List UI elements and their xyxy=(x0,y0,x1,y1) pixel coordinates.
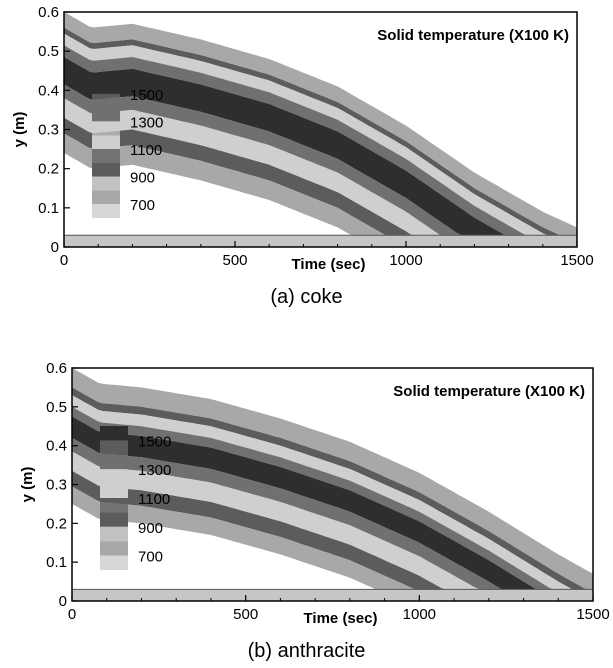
x-tick-label: 0 xyxy=(60,252,68,269)
y-tick-label: 0.1 xyxy=(38,200,59,217)
y-tick-label: 0.6 xyxy=(46,360,67,377)
temperature-band-700-0 xyxy=(72,368,593,590)
legend-swatch-1100 xyxy=(100,483,128,498)
y-tick-label: 0.5 xyxy=(46,399,67,416)
y-axis-title: y (m) xyxy=(11,112,28,148)
x-tick-label: 500 xyxy=(222,252,247,269)
temperature-band-1300-5 xyxy=(72,437,593,590)
legend-label-1300: 1300 xyxy=(138,462,171,479)
legend-swatch-mid xyxy=(92,204,120,218)
chart-title: Solid temperature (X100 K) xyxy=(393,383,585,400)
legend: 1500 1300 1100 900 700 xyxy=(92,80,163,218)
contour-area xyxy=(72,368,593,601)
y-axis-title: y (m) xyxy=(19,467,36,503)
y-tick-label: 0.1 xyxy=(46,554,67,571)
legend-swatch-900 xyxy=(100,512,128,527)
temperature-band-1300-3 xyxy=(72,406,593,590)
bottom-layer xyxy=(72,589,593,601)
legend-swatch-mid xyxy=(100,440,128,455)
x-tick-label: 1500 xyxy=(576,606,609,623)
x-tick-label: 0 xyxy=(68,606,76,623)
chart-title: Solid temperature (X100 K) xyxy=(377,27,569,44)
legend-swatch-700 xyxy=(100,541,128,556)
legend-label-1300: 1300 xyxy=(130,114,163,131)
legend-swatch-mid xyxy=(100,526,128,542)
temperature-band-1100-6 xyxy=(72,451,593,590)
temperature-band-1100-2 xyxy=(64,33,577,236)
x-tick-label: 500 xyxy=(233,606,258,623)
bottom-layer xyxy=(64,235,577,247)
legend-swatch-mid xyxy=(100,498,128,513)
contour-area xyxy=(64,12,577,247)
y-tick-label: 0 xyxy=(59,593,67,610)
legend-swatch-1500 xyxy=(100,426,128,441)
caption-anthracite: (b) anthracite xyxy=(247,640,366,662)
legend-label-700: 700 xyxy=(138,549,163,566)
chart-panel-1: 0 500 1000 1500 0 0.1 0.2 0.3 0.4 0.5 0.6 Time (sec… xyxy=(19,360,610,627)
chart-panel-0: 0 500 1000 1500 0 0.1 0.2 0.3 0.4 0.5 0.6 Time (sec… xyxy=(11,4,594,273)
x-axis-title: Time (sec) xyxy=(304,610,378,627)
y-tick-label: 0.4 xyxy=(38,82,59,99)
legend-swatch-mid xyxy=(100,469,128,484)
temperature-band-1100-6 xyxy=(64,98,577,236)
legend-swatch-900 xyxy=(92,162,120,177)
x-tick-label: 1000 xyxy=(389,252,422,269)
temperature-band-1500-4 xyxy=(72,416,593,590)
x-tick-label: 1000 xyxy=(403,606,436,623)
temperature-band-900-7 xyxy=(72,470,593,590)
temperature-band-700-8 xyxy=(72,486,593,590)
x-tick-label: 1500 xyxy=(560,252,593,269)
legend-label-1500: 1500 xyxy=(138,433,171,450)
legend-label-900: 900 xyxy=(138,520,163,537)
legend-swatch-1300 xyxy=(92,107,120,122)
x-axis-title: Time (sec) xyxy=(292,256,366,273)
legend-label-1100: 1100 xyxy=(130,142,162,159)
y-tick-label: 0.6 xyxy=(38,4,59,21)
temperature-band-1100-2 xyxy=(72,395,593,590)
temperature-band-1500-4 xyxy=(64,57,577,236)
legend-label-1100: 1100 xyxy=(138,491,170,508)
legend-swatch-mid xyxy=(92,93,120,108)
legend-swatch-mid xyxy=(92,149,120,163)
legend-label-700: 700 xyxy=(130,197,155,214)
temperature-band-1300-5 xyxy=(64,84,577,236)
y-tick-label: 0.4 xyxy=(46,438,67,455)
temperature-band-1300-3 xyxy=(64,45,577,236)
y-tick-label: 0.2 xyxy=(46,515,67,532)
legend-swatch-1500 xyxy=(92,80,120,94)
temperature-band-700-8 xyxy=(64,133,577,236)
legend-label-900: 900 xyxy=(130,170,155,187)
legend-swatch-mid xyxy=(92,176,120,191)
y-tick-label: 0.3 xyxy=(46,477,67,494)
legend-swatch-1300 xyxy=(100,454,128,470)
legend-swatch-700 xyxy=(92,190,120,205)
legend: 1500 1300 1100 900 700 xyxy=(100,426,171,570)
y-tick-label: 0.5 xyxy=(38,43,59,60)
legend-swatch-1100 xyxy=(92,135,120,149)
temperature-band-900-1 xyxy=(72,387,593,590)
y-tick-label: 0.3 xyxy=(38,122,59,139)
temperature-band-900-7 xyxy=(64,117,577,236)
caption-coke: (a) coke xyxy=(270,286,343,308)
legend-swatch-mid xyxy=(92,121,120,136)
legend-label-1500: 1500 xyxy=(130,87,163,104)
y-tick-label: 0.2 xyxy=(38,161,59,178)
y-tick-label: 0 xyxy=(51,239,59,256)
temperature-band-700-0 xyxy=(64,12,577,236)
legend-swatch-mid xyxy=(100,555,128,570)
